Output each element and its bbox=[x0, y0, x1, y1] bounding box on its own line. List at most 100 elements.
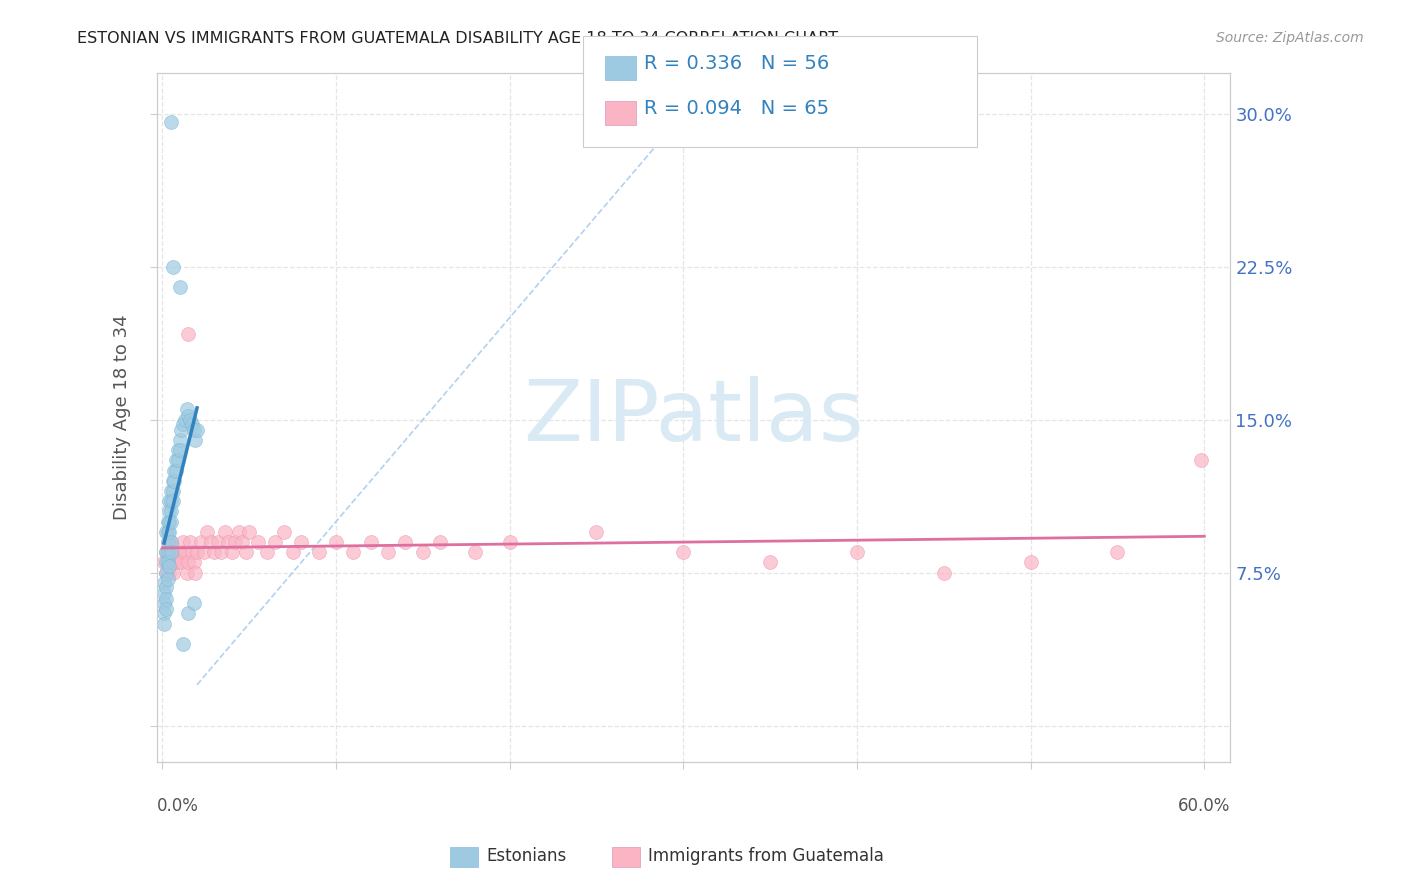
Point bbox=[217, 535, 239, 549]
Point bbox=[214, 524, 236, 539]
Point bbox=[180, 417, 202, 431]
Point bbox=[165, 453, 187, 467]
Point bbox=[162, 474, 184, 488]
Point bbox=[183, 423, 205, 437]
Point bbox=[177, 326, 200, 341]
Point bbox=[932, 566, 955, 580]
Point bbox=[394, 535, 416, 549]
Point bbox=[160, 115, 183, 129]
Point bbox=[238, 524, 260, 539]
Point bbox=[186, 423, 208, 437]
Point bbox=[157, 504, 180, 518]
Point bbox=[157, 524, 180, 539]
Text: ESTONIAN VS IMMIGRANTS FROM GUATEMALA DISABILITY AGE 18 TO 34 CORRELATION CHART: ESTONIAN VS IMMIGRANTS FROM GUATEMALA DI… bbox=[77, 31, 838, 46]
Text: ZIPatlas: ZIPatlas bbox=[523, 376, 865, 459]
Point bbox=[162, 483, 184, 498]
Point bbox=[412, 545, 434, 559]
Point bbox=[177, 607, 200, 621]
Point bbox=[325, 535, 347, 549]
Point bbox=[273, 524, 295, 539]
Point bbox=[170, 423, 193, 437]
Point bbox=[169, 280, 191, 294]
Point bbox=[156, 555, 179, 569]
Point bbox=[153, 586, 176, 600]
Point bbox=[160, 483, 183, 498]
Point bbox=[204, 545, 226, 559]
Point bbox=[183, 596, 205, 610]
Point bbox=[197, 524, 219, 539]
Text: R = 0.094   N = 65: R = 0.094 N = 65 bbox=[644, 99, 830, 118]
Point bbox=[163, 464, 186, 478]
Point bbox=[429, 535, 451, 549]
Point bbox=[160, 545, 183, 559]
Point bbox=[170, 555, 193, 569]
Point bbox=[160, 535, 183, 549]
Point bbox=[176, 402, 198, 417]
Point bbox=[177, 555, 200, 569]
Point bbox=[264, 535, 287, 549]
Point bbox=[672, 545, 695, 559]
Text: 60.0%: 60.0% bbox=[1178, 797, 1230, 814]
Point bbox=[156, 535, 179, 549]
Point bbox=[377, 545, 399, 559]
Point bbox=[162, 260, 184, 274]
Point bbox=[153, 555, 176, 569]
Point bbox=[186, 545, 208, 559]
Point bbox=[1107, 545, 1129, 559]
Point bbox=[200, 535, 222, 549]
Point bbox=[169, 443, 191, 458]
Point bbox=[846, 545, 869, 559]
Point bbox=[183, 555, 205, 569]
Point bbox=[179, 412, 201, 426]
Point bbox=[155, 580, 177, 594]
Point bbox=[360, 535, 382, 549]
Point bbox=[308, 545, 330, 559]
Text: Immigrants from Guatemala: Immigrants from Guatemala bbox=[648, 847, 884, 865]
Point bbox=[193, 545, 215, 559]
Point bbox=[156, 555, 179, 569]
Point bbox=[1019, 555, 1042, 569]
Point bbox=[464, 545, 486, 559]
Point bbox=[153, 607, 176, 621]
Point bbox=[153, 596, 176, 610]
Point bbox=[585, 524, 607, 539]
Point bbox=[153, 575, 176, 590]
Point bbox=[160, 494, 183, 508]
Point bbox=[169, 545, 191, 559]
Point bbox=[163, 555, 186, 569]
Point bbox=[157, 494, 180, 508]
Point bbox=[174, 545, 197, 559]
Point bbox=[160, 535, 183, 549]
Point bbox=[224, 535, 246, 549]
Point bbox=[155, 545, 177, 559]
Point bbox=[157, 559, 180, 574]
Point bbox=[207, 535, 229, 549]
Point bbox=[155, 555, 177, 569]
Text: Estonians: Estonians bbox=[486, 847, 567, 865]
Point bbox=[176, 566, 198, 580]
Point bbox=[235, 545, 257, 559]
Point bbox=[160, 555, 183, 569]
Text: 0.0%: 0.0% bbox=[157, 797, 200, 814]
Point bbox=[167, 443, 190, 458]
Point bbox=[156, 515, 179, 529]
Point bbox=[156, 545, 179, 559]
Point bbox=[231, 535, 253, 549]
Point bbox=[180, 545, 202, 559]
Point bbox=[759, 555, 782, 569]
Point bbox=[163, 474, 186, 488]
Point bbox=[155, 592, 177, 607]
Point bbox=[256, 545, 278, 559]
Point bbox=[165, 464, 187, 478]
Point bbox=[184, 433, 207, 447]
Point bbox=[165, 545, 187, 559]
Point bbox=[281, 545, 304, 559]
Point bbox=[167, 555, 190, 569]
Point bbox=[179, 535, 201, 549]
Point bbox=[184, 566, 207, 580]
Point bbox=[153, 616, 176, 631]
Point bbox=[162, 566, 184, 580]
Point bbox=[157, 566, 180, 580]
Point bbox=[155, 524, 177, 539]
Point bbox=[290, 535, 312, 549]
